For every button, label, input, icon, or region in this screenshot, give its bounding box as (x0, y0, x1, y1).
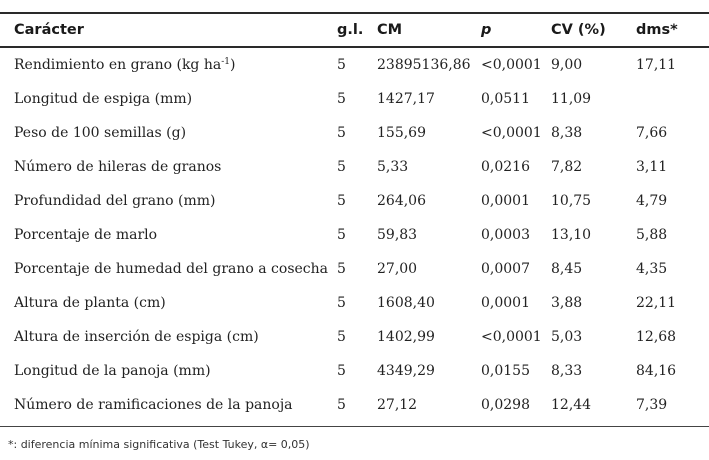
cell-caracter: Altura de planta (cm) (14, 295, 166, 311)
cell-cv: 11,09 (551, 91, 592, 107)
cell-dms: 3,11 (636, 159, 668, 175)
cell-dms: 7,39 (636, 397, 668, 413)
cell-dms: 4,35 (636, 261, 668, 277)
cell-caracter: Longitud de la panoja (mm) (14, 363, 211, 379)
cell-dms: 12,68 (636, 329, 677, 345)
cell-caracter: Profundidad del grano (mm) (14, 193, 216, 209)
cell-p: 0,0001 (481, 193, 530, 209)
cell-cm: 1608,40 (377, 295, 435, 311)
cell-dms: 7,66 (636, 125, 668, 141)
cell-p: 0,0003 (481, 227, 530, 243)
footnote: *: diferencia mínima significativa (Test… (8, 438, 310, 451)
header-p: p (481, 22, 492, 38)
cell-p: 0,0216 (481, 159, 530, 175)
cell-gl: 5 (337, 261, 346, 277)
cell-gl: 5 (337, 91, 346, 107)
header-caracter: Carácter (14, 22, 84, 38)
cell-p: 0,0001 (481, 295, 530, 311)
cell-caracter: Longitud de espiga (mm) (14, 91, 193, 107)
cell-caracter: Número de ramificaciones de la panoja (14, 397, 293, 413)
cell-dms: 5,88 (636, 227, 668, 243)
cell-dms: 22,11 (636, 295, 677, 311)
cell-p: <0,0001 (481, 125, 542, 141)
cell-dms: 17,11 (636, 57, 677, 73)
table-row: Longitud de espiga (mm) 5 1427,17 0,0511… (0, 82, 709, 116)
cell-p: 0,0155 (481, 363, 530, 379)
header-cm: CM (377, 22, 403, 38)
cell-cv: 13,10 (551, 227, 592, 243)
cell-cm: 264,06 (377, 193, 426, 209)
cell-gl: 5 (337, 363, 346, 379)
table-row: Porcentaje de humedad del grano a cosech… (0, 252, 709, 286)
cell-gl: 5 (337, 227, 346, 243)
cell-cm: 59,83 (377, 227, 418, 243)
cell-cv: 8,33 (551, 363, 583, 379)
cell-caracter: Rendimiento en grano (kg ha-1) (14, 57, 236, 73)
cell-caracter: Porcentaje de marlo (14, 227, 158, 243)
cell-caracter: Porcentaje de humedad del grano a cosech… (14, 261, 328, 277)
header-cv: CV (%) (551, 22, 606, 38)
header-gl: g.l. (337, 22, 364, 38)
table-header: Carácter g.l. CM p CV (%) dms* (0, 14, 709, 46)
cell-gl: 5 (337, 295, 346, 311)
cell-cm: 27,00 (377, 261, 418, 277)
cell-gl: 5 (337, 329, 346, 345)
cell-cm: 5,33 (377, 159, 409, 175)
cell-cm: 155,69 (377, 125, 426, 141)
cell-dms: 84,16 (636, 363, 677, 379)
table-row: Profundidad del grano (mm) 5 264,06 0,00… (0, 184, 709, 218)
cell-gl: 5 (337, 397, 346, 413)
table-row: Número de ramificaciones de la panoja 5 … (0, 388, 709, 422)
cell-cv: 3,88 (551, 295, 583, 311)
cell-cm: 4349,29 (377, 363, 435, 379)
cell-p: 0,0298 (481, 397, 530, 413)
cell-cm: 1402,99 (377, 329, 435, 345)
cell-p: <0,0001 (481, 57, 542, 73)
bottom-rule (0, 426, 709, 427)
cell-cv: 7,82 (551, 159, 583, 175)
cell-caracter: Peso de 100 semillas (g) (14, 125, 187, 141)
cell-gl: 5 (337, 159, 346, 175)
cell-cv: 9,00 (551, 57, 583, 73)
cell-cv: 8,45 (551, 261, 583, 277)
cell-dms: 4,79 (636, 193, 668, 209)
cell-caracter: Número de hileras de granos (14, 159, 222, 175)
header-dms: dms* (636, 22, 678, 38)
cell-cv: 10,75 (551, 193, 592, 209)
cell-p: 0,0511 (481, 91, 530, 107)
cell-caracter: Altura de inserción de espiga (cm) (14, 329, 259, 345)
top-rule (0, 12, 709, 14)
cell-gl: 5 (337, 125, 346, 141)
cell-cv: 8,38 (551, 125, 583, 141)
cell-gl: 5 (337, 193, 346, 209)
cell-cm: 1427,17 (377, 91, 435, 107)
cell-p: 0,0007 (481, 261, 530, 277)
header-rule (0, 46, 709, 48)
cell-gl: 5 (337, 57, 346, 73)
cell-cm: 23895136,86 (377, 57, 471, 73)
table-row: Rendimiento en grano (kg ha-1) 5 2389513… (0, 48, 709, 82)
table-row: Porcentaje de marlo 5 59,83 0,0003 13,10… (0, 218, 709, 252)
table-row: Altura de inserción de espiga (cm) 5 140… (0, 320, 709, 354)
table-row: Peso de 100 semillas (g) 5 155,69 <0,000… (0, 116, 709, 150)
table-row: Número de hileras de granos 5 5,33 0,021… (0, 150, 709, 184)
table-row: Longitud de la panoja (mm) 5 4349,29 0,0… (0, 354, 709, 388)
cell-cm: 27,12 (377, 397, 418, 413)
cell-p: <0,0001 (481, 329, 542, 345)
cell-cv: 5,03 (551, 329, 583, 345)
table-row: Altura de planta (cm) 5 1608,40 0,0001 3… (0, 286, 709, 320)
cell-cv: 12,44 (551, 397, 592, 413)
